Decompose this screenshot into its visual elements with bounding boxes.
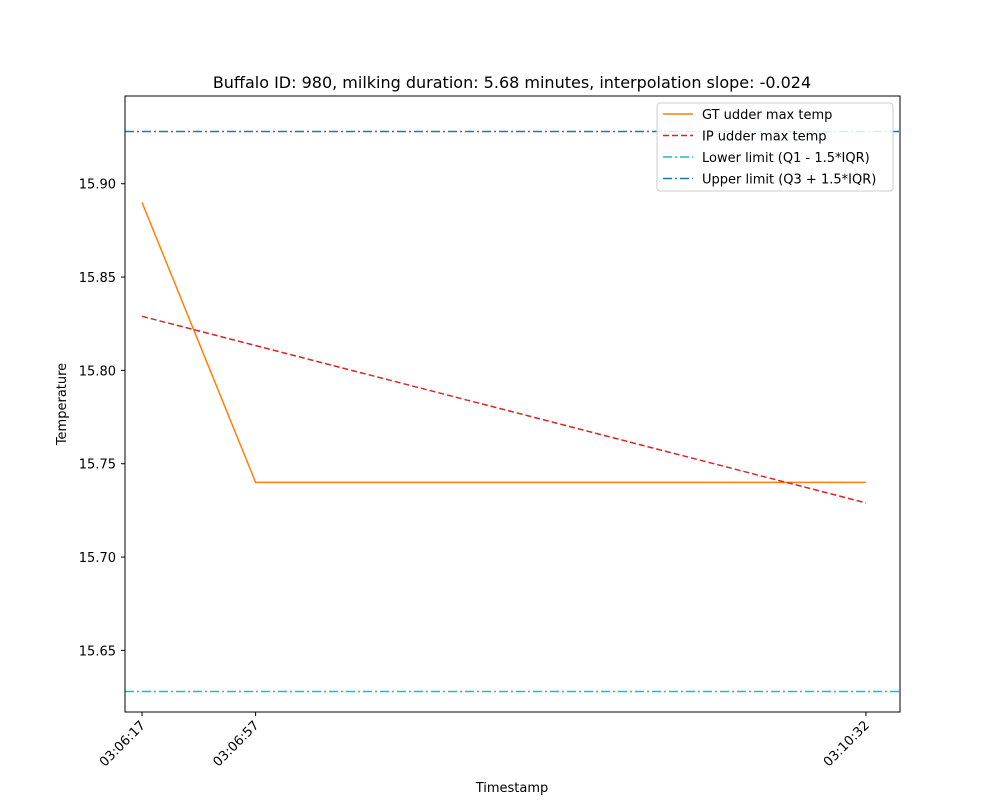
y-axis-label: Temperature <box>55 363 70 446</box>
series-1-line <box>141 202 866 484</box>
legend-label: Lower limit (Q1 - 1.5*IQR) <box>702 151 870 166</box>
series-2-line <box>141 315 867 504</box>
plot-area <box>125 130 900 693</box>
y-tick-label: 15.80 <box>79 364 116 379</box>
x-tick-label: 03:06:17 <box>97 718 149 770</box>
x-tick-label: 03:06:57 <box>211 718 263 770</box>
plot-frame <box>124 95 901 713</box>
y-tick-label: 15.70 <box>79 551 116 566</box>
legend-label: GT udder max temp <box>702 108 832 123</box>
y-tick-label: 15.90 <box>79 178 116 193</box>
x-tick-label: 03:10:32 <box>821 718 873 770</box>
y-tick-label: 15.75 <box>79 458 116 473</box>
y-tick-label: 15.85 <box>79 271 116 286</box>
x-axis-label: Timestamp <box>475 781 549 796</box>
y-tick-label: 15.65 <box>79 644 116 659</box>
chart-title: Buffalo ID: 980, milking duration: 5.68 … <box>213 73 811 92</box>
legend-box <box>656 102 894 192</box>
legend-label: Upper limit (Q3 + 1.5*IQR) <box>702 173 876 188</box>
legend: GT udder max temp IP udder max temp Lower … <box>656 102 894 192</box>
legend-label: IP udder max temp <box>702 130 827 145</box>
